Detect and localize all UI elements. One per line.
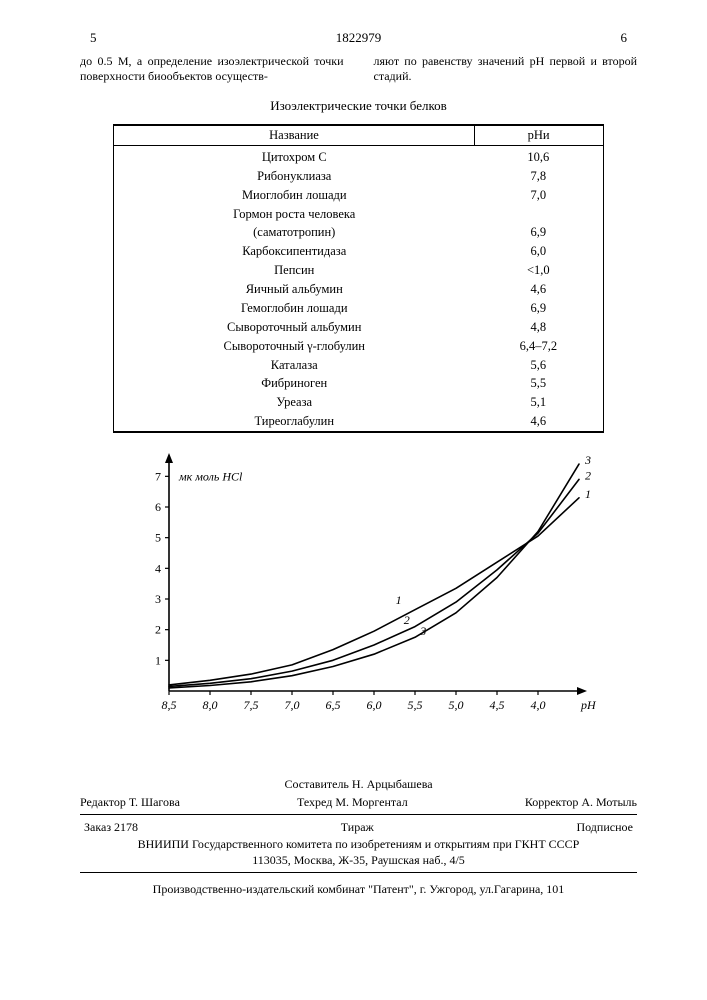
page-num-left: 5 [90,30,97,46]
cell-name: Миоглобин лошади [114,186,474,205]
svg-text:3: 3 [155,592,161,606]
table-row: Фибриноген5,5 [114,374,603,393]
cell-ph [474,205,603,224]
svg-text:6,0: 6,0 [366,698,381,712]
cell-ph: 6,9 [474,299,603,318]
table-row: Карбоксипентидаза6,0 [114,242,603,261]
cell-name: Тиреоглабулин [114,412,474,432]
cell-name: Яичный альбумин [114,280,474,299]
order-no: Заказ 2178 [84,819,138,835]
svg-text:3: 3 [419,624,426,638]
editor: Редактор Т. Шагова [80,794,180,810]
org-line-1: ВНИИПИ Государственного комитета по изоб… [80,836,637,852]
chart-container: 1234567мк моль HCl8,58,07,57,06,56,05,55… [119,451,599,736]
svg-text:1: 1 [585,487,591,501]
cell-name: Гемоглобин лошади [114,299,474,318]
cell-name: Уреаза [114,393,474,412]
cell-name: Сывороточный альбумин [114,318,474,337]
table-row: Гормон роста человека [114,205,603,224]
corrector: Корректор А. Мотыль [525,794,637,810]
cell-ph: 7,0 [474,186,603,205]
svg-text:6,5: 6,5 [325,698,340,712]
tirazh: Тираж [341,819,374,835]
cell-name: Сывороточный γ-глобулин [114,337,474,356]
protein-table: Название pHи Цитохром С10,6Рибонуклиаза7… [113,124,603,433]
svg-text:мк моль HCl: мк моль HCl [178,469,243,483]
cell-ph: 4,8 [474,318,603,337]
table-row: Миоглобин лошади7,0 [114,186,603,205]
svg-text:4,5: 4,5 [489,698,504,712]
cell-ph: 5,5 [474,374,603,393]
col-header-name: Название [114,125,474,145]
col-right: ляют по равенству значений pH первой и в… [374,54,638,84]
cell-name: Каталаза [114,356,474,375]
cell-ph: 7,8 [474,167,603,186]
table-row: Тиреоглабулин4,6 [114,412,603,432]
table-row: Цитохром С10,6 [114,145,603,166]
table-row: (саматотропин)6,9 [114,223,603,242]
col-header-ph: pHи [474,125,603,145]
page-num-right: 6 [621,30,628,46]
cell-ph: 4,6 [474,280,603,299]
svg-text:8,0: 8,0 [202,698,217,712]
cell-ph: <1,0 [474,261,603,280]
cell-ph: 6,0 [474,242,603,261]
page-header: 5 1822979 6 [80,30,637,46]
svg-text:2: 2 [403,613,409,627]
table-row: Сывороточный альбумин4,8 [114,318,603,337]
svg-text:5,5: 5,5 [407,698,422,712]
svg-text:1: 1 [155,653,161,667]
table-row: Каталаза5,6 [114,356,603,375]
svg-text:7,0: 7,0 [284,698,299,712]
table-title: Изоэлектрические точки белков [80,98,637,114]
svg-text:1: 1 [395,593,401,607]
svg-text:7,5: 7,5 [243,698,258,712]
table-row: Пепсин<1,0 [114,261,603,280]
table-row: Сывороточный γ-глобулин6,4–7,2 [114,337,603,356]
cell-name: Гормон роста человека [114,205,474,224]
cell-ph: 6,9 [474,223,603,242]
table-row: Рибонуклиаза7,8 [114,167,603,186]
printer-line: Производственно-издательский комбинат "П… [80,881,637,897]
svg-text:4: 4 [155,561,161,575]
cell-ph: 5,1 [474,393,603,412]
svg-text:5: 5 [155,531,161,545]
org-line-2: 113035, Москва, Ж-35, Раушская наб., 4/5 [80,852,637,868]
svg-text:4,0: 4,0 [530,698,545,712]
cell-name: (саматотропин) [114,223,474,242]
svg-text:7: 7 [155,469,161,483]
svg-text:6: 6 [155,500,161,514]
table-row: Гемоглобин лошади6,9 [114,299,603,318]
cell-ph: 6,4–7,2 [474,337,603,356]
divider-1 [80,814,637,815]
cell-name: Карбоксипентидаза [114,242,474,261]
cell-name: Рибонуклиаза [114,167,474,186]
techred: Техред М. Моргентал [297,794,408,810]
titration-chart: 1234567мк моль HCl8,58,07,57,06,56,05,55… [119,451,599,731]
svg-text:5,0: 5,0 [448,698,463,712]
svg-text:2: 2 [585,468,591,482]
podpisnoe: Подписное [576,819,633,835]
cell-name: Фибриноген [114,374,474,393]
col-left: до 0.5 М, а определение изоэлектрической… [80,54,344,84]
svg-text:3: 3 [584,453,591,467]
cell-name: Пепсин [114,261,474,280]
cell-ph: 10,6 [474,145,603,166]
svg-text:2: 2 [155,623,161,637]
doc-number: 1822979 [336,30,382,46]
cell-name: Цитохром С [114,145,474,166]
body-text: до 0.5 М, а определение изоэлектрической… [80,54,637,84]
divider-2 [80,872,637,873]
table-row: Уреаза5,1 [114,393,603,412]
compiler-line: Составитель Н. Арцыбашева [80,776,637,792]
cell-ph: 5,6 [474,356,603,375]
credits-block: Составитель Н. Арцыбашева Редактор Т. Ша… [80,776,637,897]
svg-text:8,5: 8,5 [161,698,176,712]
footer-block: Заказ 2178 Тираж Подписное ВНИИПИ Госуда… [80,819,637,868]
table-row: Яичный альбумин4,6 [114,280,603,299]
svg-text:pH: pH [580,698,597,712]
cell-ph: 4,6 [474,412,603,432]
